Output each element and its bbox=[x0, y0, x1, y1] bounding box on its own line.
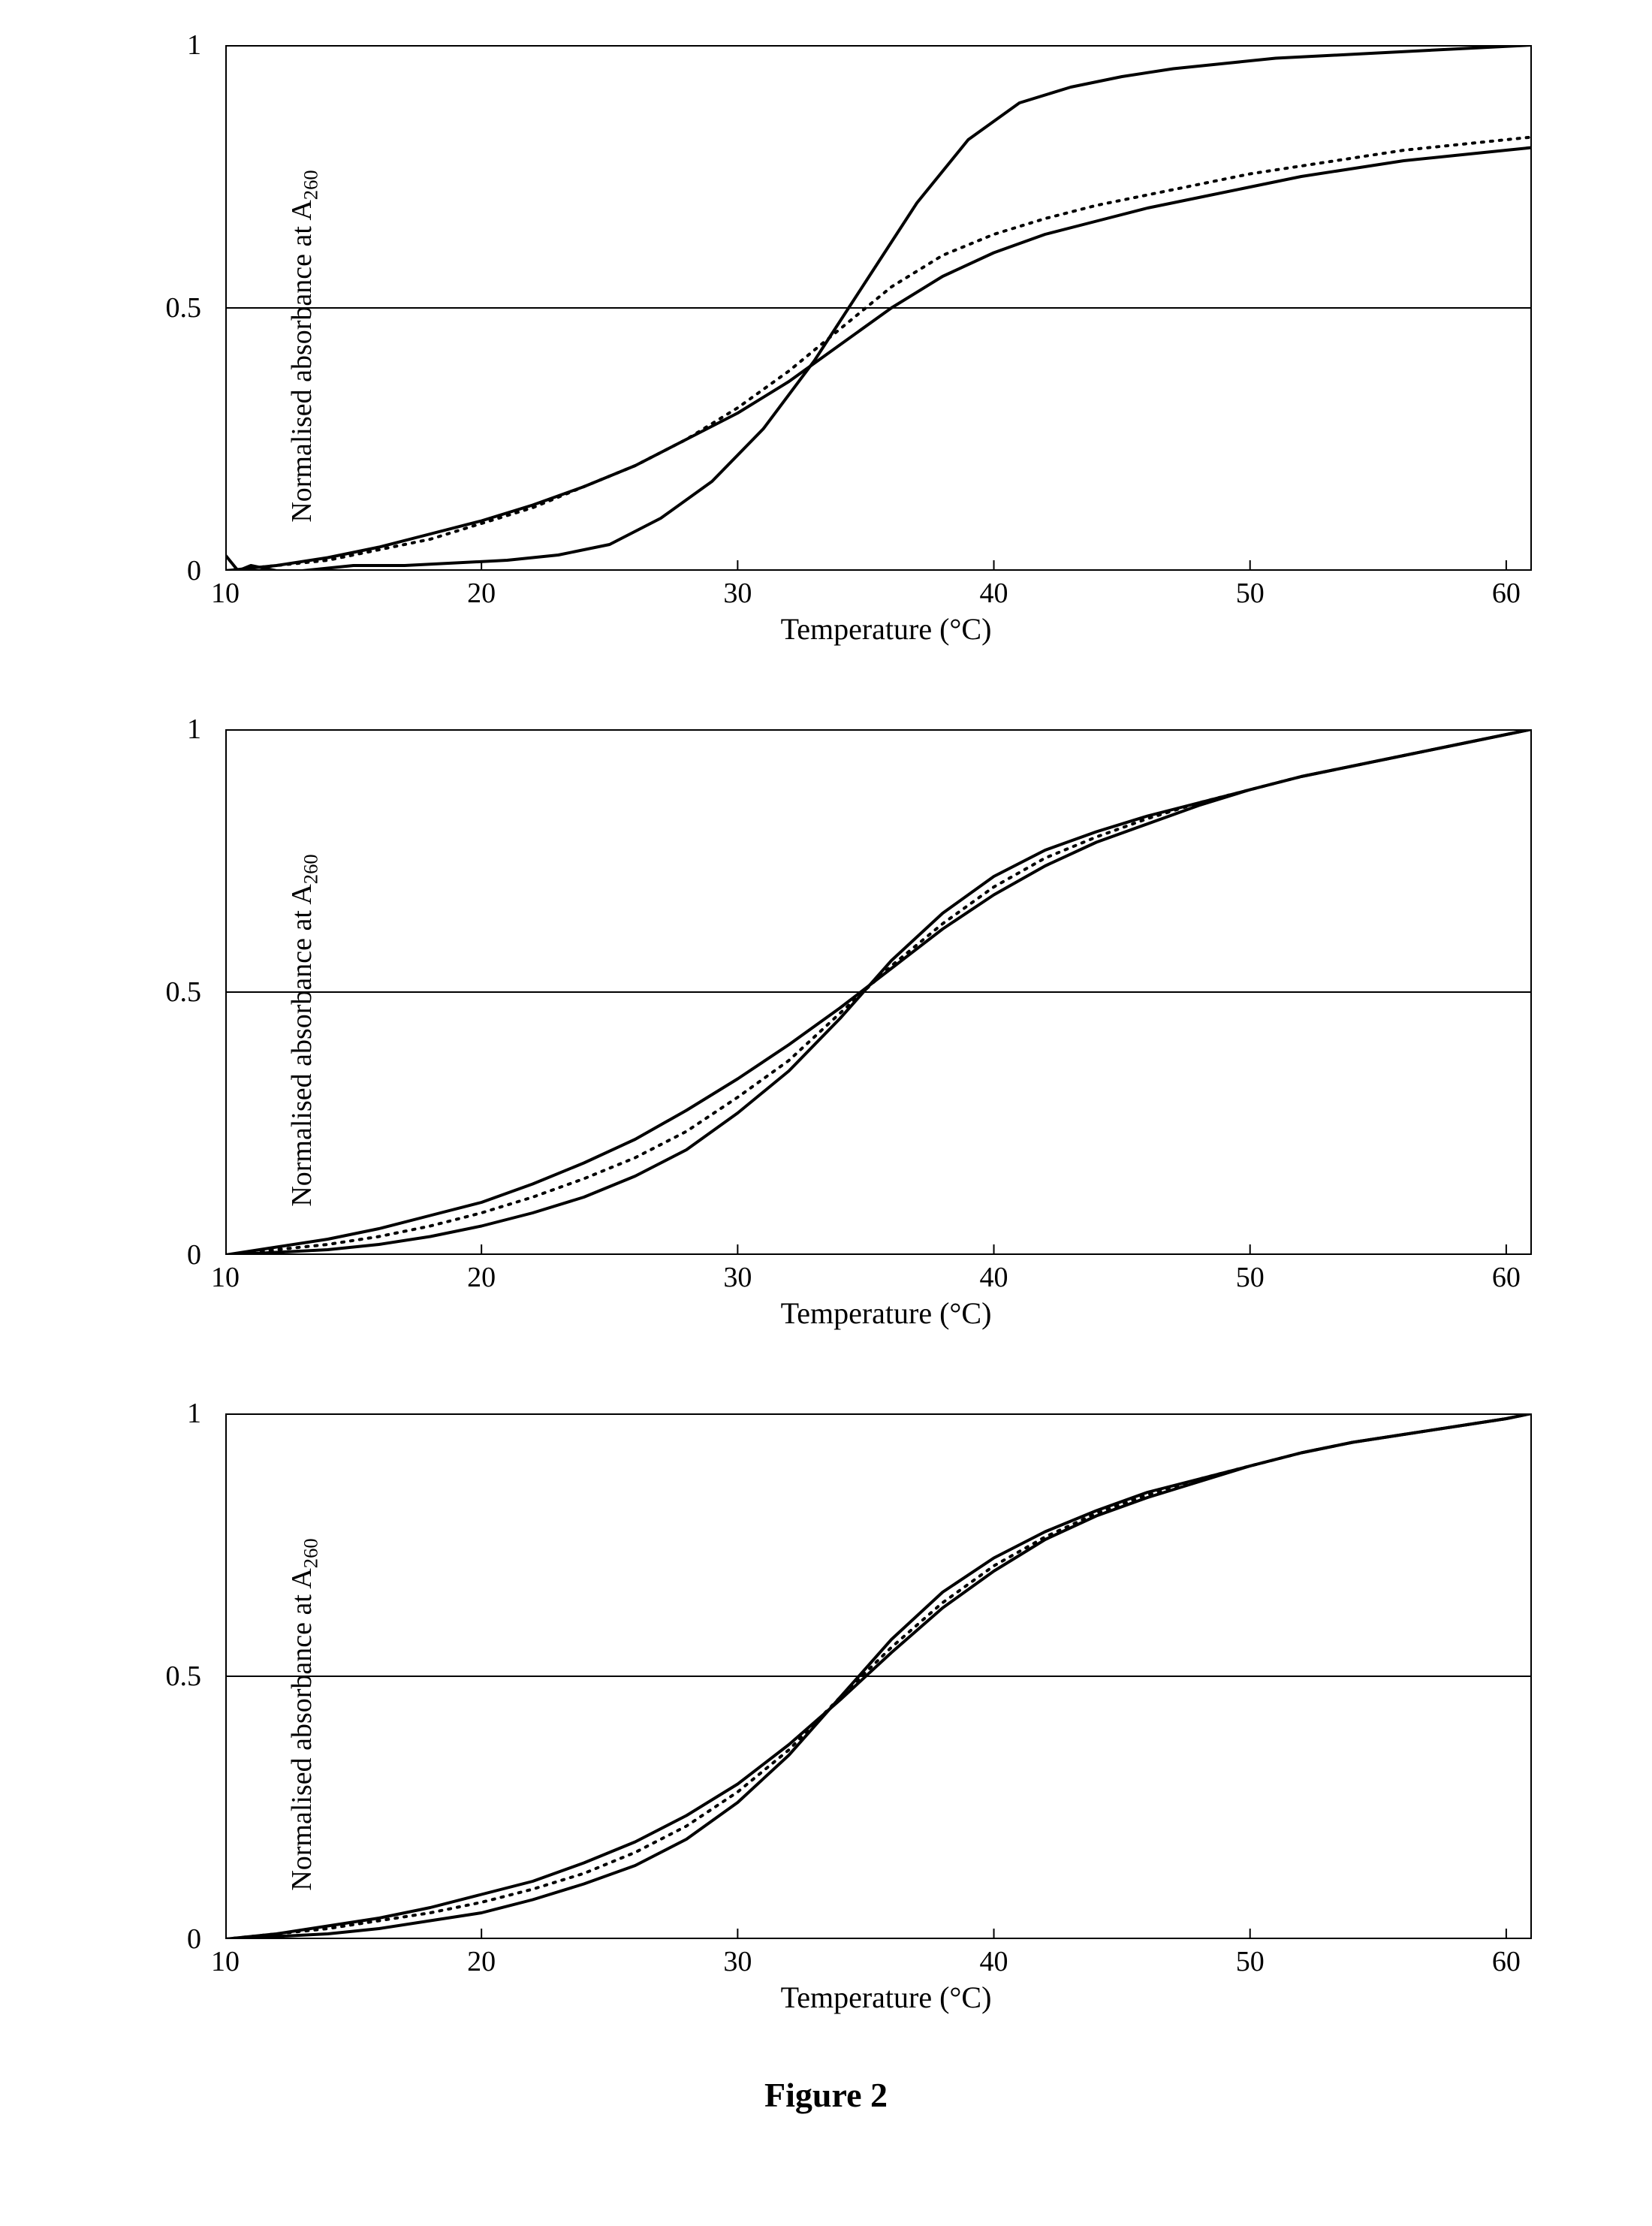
y-tick-label: 0 bbox=[187, 1238, 201, 1271]
plot-wrap-2: Normalised absorbance at A260 00.51 D u … bbox=[225, 729, 1547, 1331]
y-axis-label: Normalised absorbance at A260 bbox=[285, 854, 323, 1206]
x-ticks-3: 102030405060 bbox=[225, 1939, 1532, 1977]
x-tick-label: 20 bbox=[467, 1945, 496, 1978]
x-ticks-1: 102030405060 bbox=[225, 571, 1532, 608]
y-tick-label: 0 bbox=[187, 554, 201, 587]
x-tick-label: 30 bbox=[723, 577, 752, 610]
x-tick-label: 10 bbox=[211, 1261, 240, 1294]
x-tick-label: 30 bbox=[723, 1261, 752, 1294]
figure-caption: Figure 2 bbox=[105, 2075, 1547, 2115]
x-tick-label: 60 bbox=[1492, 577, 1521, 610]
figure-page: Normalised absorbance at A260 0 0.5 1 D u … bbox=[0, 0, 1652, 2145]
x-ticks-2: 102030405060 bbox=[225, 1255, 1532, 1292]
y-tick-label: 0.5 bbox=[166, 976, 202, 1009]
x-tick-label: 20 bbox=[467, 577, 496, 610]
x-tick-label: 10 bbox=[211, 1945, 240, 1978]
x-tick-label: 60 bbox=[1492, 1261, 1521, 1294]
x-tick-label: 10 bbox=[211, 577, 240, 610]
panel-3: Normalised absorbance at A260 00.51 D u … bbox=[105, 1413, 1547, 2015]
plot-wrap-3: Normalised absorbance at A260 00.51 D u … bbox=[225, 1413, 1547, 2015]
y-tick-label: 0.5 bbox=[166, 291, 202, 324]
panel-2: Normalised absorbance at A260 00.51 D u … bbox=[105, 729, 1547, 1331]
y-tick-label: 0 bbox=[187, 1923, 201, 1956]
x-axis-label-1: Temperature (°C) bbox=[225, 611, 1547, 647]
x-axis-label-3: Temperature (°C) bbox=[225, 1980, 1547, 2015]
x-tick-label: 50 bbox=[1236, 1945, 1265, 1978]
x-tick-label: 50 bbox=[1236, 1261, 1265, 1294]
chart-svg-3: D u p l e x 3D u p l e x 3 + 0 . 5 e qD … bbox=[225, 1413, 1532, 1939]
chart-svg-2: D u p l e x - 2D u p l e x 2 + 0 . 5 e q… bbox=[225, 729, 1532, 1255]
x-tick-label: 40 bbox=[980, 1261, 1008, 1294]
x-axis-label-2: Temperature (°C) bbox=[225, 1295, 1547, 1331]
chart-svg-1: D u p l e x - 1D u p l e x 1 + 0 . 5 e q… bbox=[225, 45, 1532, 571]
x-tick-label: 40 bbox=[980, 577, 1008, 610]
y-tick-label: 1 bbox=[187, 29, 201, 62]
y-tick-label: 1 bbox=[187, 713, 201, 746]
x-tick-label: 20 bbox=[467, 1261, 496, 1294]
y-axis-label: Normalised absorbance at A260 bbox=[285, 1538, 323, 1890]
x-tick-label: 30 bbox=[723, 1945, 752, 1978]
y-tick-label: 0.5 bbox=[166, 1660, 202, 1693]
panel-1: Normalised absorbance at A260 00.51 D u … bbox=[105, 45, 1547, 647]
x-tick-label: 60 bbox=[1492, 1945, 1521, 1978]
y-axis-label: Normalised absorbance at A260 bbox=[285, 170, 323, 522]
x-tick-label: 50 bbox=[1236, 577, 1265, 610]
y-tick-label: 1 bbox=[187, 1397, 201, 1430]
plot-wrap-1: Normalised absorbance at A260 00.51 D u … bbox=[225, 45, 1547, 647]
x-tick-label: 40 bbox=[980, 1945, 1008, 1978]
